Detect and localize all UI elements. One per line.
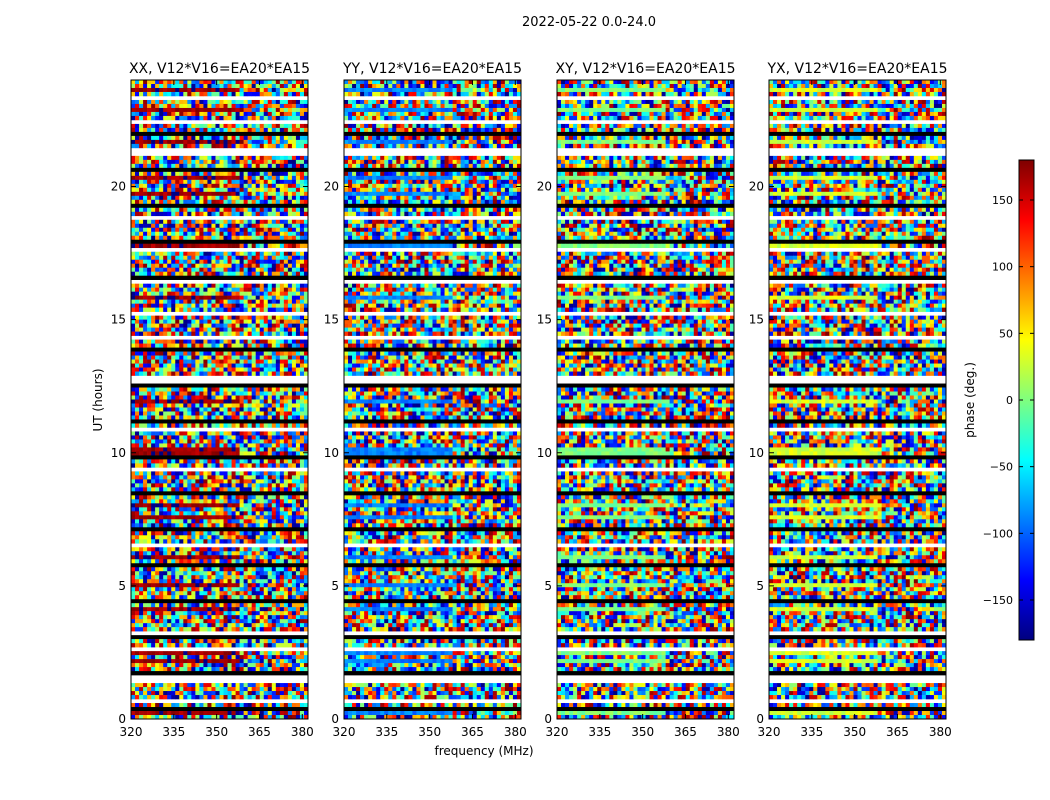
y-tick-label: 5 (331, 579, 339, 593)
x-tick-label: 320 (546, 725, 569, 739)
y-tick-label: 5 (118, 579, 126, 593)
panel-title: XY, V12*V16=EA20*EA15 (555, 61, 735, 77)
x-tick-label: 335 (375, 725, 398, 739)
panel: XY, V12*V16=EA20*EA15 320 335 350 365 380 0 5 10… (537, 61, 740, 739)
x-tick-label: 320 (333, 725, 356, 739)
x-axis-label: frequency (MHz) (434, 744, 533, 758)
x-tick-label: 320 (120, 725, 143, 739)
colorbar-tick-label: 0 (1006, 394, 1013, 407)
x-tick-label: 350 (631, 725, 654, 739)
colorbar-tick-label: 50 (999, 327, 1013, 340)
y-tick-label: 0 (331, 712, 339, 726)
colorbar-tick-label: −50 (990, 461, 1013, 474)
x-tick-label: 350 (205, 725, 228, 739)
x-tick-label: 380 (504, 725, 527, 739)
y-tick-label: 0 (544, 712, 552, 726)
heatmap-cells (557, 80, 735, 720)
heatmap-cells (131, 80, 309, 720)
x-tick-label: 365 (886, 725, 909, 739)
y-tick-label: 20 (111, 180, 126, 194)
heatmap-cells (344, 80, 522, 720)
y-tick-label: 15 (324, 313, 339, 327)
y-tick-label: 10 (537, 446, 552, 460)
x-tick-label: 380 (929, 725, 952, 739)
y-tick-label: 0 (756, 712, 764, 726)
x-tick-label: 320 (758, 725, 781, 739)
panel: YY, V12*V16=EA20*EA15 320 335 350 365 380 0 5 10… (324, 61, 527, 739)
x-tick-label: 350 (418, 725, 441, 739)
panels: XX, V12*V16=EA20*EA15 320 335 350 365 380 0 5 10… (111, 61, 952, 739)
y-tick-label: 10 (324, 446, 339, 460)
colorbar-tick-label: 100 (992, 261, 1013, 274)
y-tick-label: 15 (537, 313, 552, 327)
x-tick-label: 380 (717, 725, 740, 739)
panel-frame (130, 79, 309, 720)
y-tick-label: 15 (749, 313, 764, 327)
y-tick-label: 15 (111, 313, 126, 327)
panel-title: XX, V12*V16=EA20*EA15 (129, 61, 310, 77)
y-tick-label: 5 (544, 579, 552, 593)
panel: YX, V12*V16=EA20*EA15 320 335 350 365 380 0 5 10… (749, 61, 952, 739)
panel-title: YY, V12*V16=EA20*EA15 (342, 61, 522, 77)
x-tick-label: 365 (674, 725, 697, 739)
y-tick-label: 10 (749, 446, 764, 460)
y-tick-label: 10 (111, 446, 126, 460)
panel-frame (768, 79, 947, 720)
y-tick-label: 20 (749, 180, 764, 194)
colorbar-tick-label: −100 (983, 527, 1013, 540)
panel-frame (343, 79, 522, 720)
y-tick-label: 5 (756, 579, 764, 593)
x-tick-label: 350 (843, 725, 866, 739)
colorbar-tick-label: −150 (983, 594, 1013, 607)
colorbar: 150 100 50 0 −50 −100 −150 (983, 159, 1035, 641)
figure-title: 2022-05-22 0.0-24.0 (522, 15, 656, 30)
y-tick-label: 20 (537, 180, 552, 194)
y-axis-label: UT (hours) (91, 368, 105, 431)
y-tick-label: 0 (118, 712, 126, 726)
x-tick-label: 335 (800, 725, 823, 739)
x-tick-label: 365 (461, 725, 484, 739)
y-tick-label: 20 (324, 180, 339, 194)
panel: XX, V12*V16=EA20*EA15 320 335 350 365 380 0 5 10… (111, 61, 314, 739)
x-tick-label: 335 (588, 725, 611, 739)
panel-frame (556, 79, 735, 720)
x-tick-label: 365 (248, 725, 271, 739)
x-tick-label: 335 (162, 725, 185, 739)
panel-title: YX, V12*V16=EA20*EA15 (766, 61, 947, 77)
colorbar-label: phase (deg.) (963, 362, 977, 438)
colorbar-tick-label: 150 (992, 194, 1013, 207)
heatmap-cells (769, 80, 947, 720)
x-tick-label: 380 (291, 725, 314, 739)
